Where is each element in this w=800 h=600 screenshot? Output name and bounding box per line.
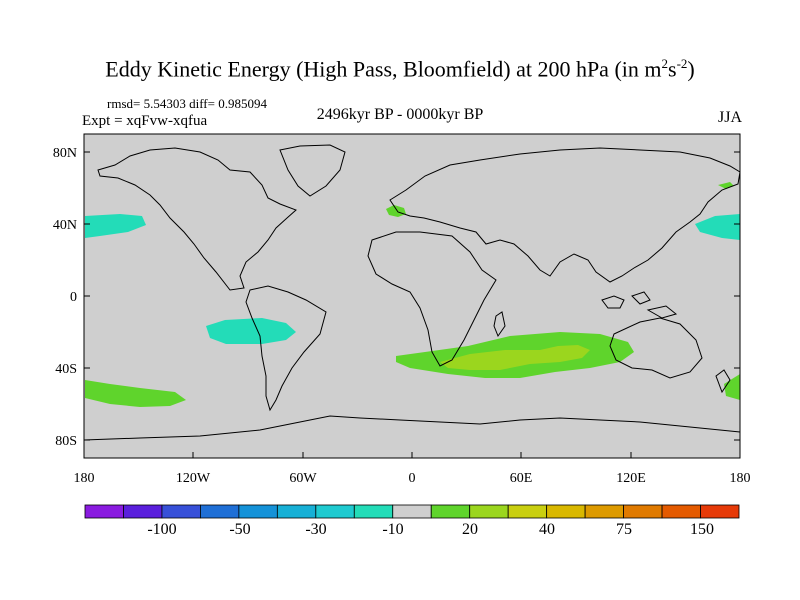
lon-label-60e: 60E (510, 471, 533, 486)
colorbar-swatch (507, 504, 548, 519)
lon-label-180e: 180 (730, 471, 751, 486)
lat-label-80n: 80N (53, 146, 77, 161)
anomaly-new-zealand (724, 374, 740, 400)
colorbar-swatch (200, 504, 240, 519)
colorbar-swatch (700, 504, 740, 519)
colorbar-swatch (276, 504, 317, 519)
lon-label-120w: 120W (176, 471, 211, 486)
colorbar-label-150: 150 (690, 521, 714, 538)
longitude-axis (83, 452, 741, 458)
lat-label-40s: 40S (55, 362, 77, 377)
colorbar-swatch (661, 504, 701, 519)
colorbar-label-neg30: -30 (305, 521, 326, 538)
colorbar-swatch (353, 504, 394, 519)
rmsd-diff-stats: rmsd= 5.54303 diff= 0.985094 (107, 96, 267, 111)
season-label: JJA (717, 109, 742, 126)
colorbar-label-neg10: -10 (382, 521, 403, 538)
lon-label-120e: 120E (616, 471, 646, 486)
colorbar-swatch (392, 504, 432, 519)
lat-label-40n: 40N (53, 218, 77, 233)
colorbar-swatch (123, 504, 163, 519)
chart-title: Eddy Kinetic Energy (High Pass, Bloomfie… (105, 56, 695, 82)
colorbar-swatch (623, 504, 663, 519)
colorbar-swatch (430, 504, 471, 519)
colorbar-swatch (584, 504, 624, 519)
colorbar-swatch (84, 504, 124, 519)
lon-label-60w: 60W (289, 471, 317, 486)
colorbar-swatch (546, 504, 586, 519)
anomaly-patches (85, 182, 740, 407)
colorbar-label-20: 20 (462, 521, 478, 538)
colorbar-label-neg50: -50 (229, 521, 250, 538)
anomaly-south-pacific (85, 380, 186, 407)
anomaly-southeast-pacific (206, 318, 296, 344)
anomaly-south-indian-strong (440, 345, 590, 370)
colorbar-swatch (161, 504, 201, 519)
latitude-axis (84, 151, 740, 441)
colorbar-label-40: 40 (539, 521, 555, 538)
colorbar-label-neg100: -100 (147, 521, 176, 538)
lat-label-0: 0 (70, 290, 77, 305)
experiment-label: Expt = xqFvw-xqfua (82, 113, 208, 129)
colorbar-label-75: 75 (616, 521, 632, 538)
anomaly-north-pacific-east (695, 214, 740, 240)
lon-label-0: 0 (409, 471, 416, 486)
lon-label-180w: 180 (74, 471, 95, 486)
anomaly-iberia (386, 205, 406, 217)
lat-label-80s: 80S (55, 434, 77, 449)
colorbar-swatch (315, 504, 355, 519)
period-label: 2496kyr BP - 0000kyr BP (316, 106, 484, 123)
colorbar-swatch (238, 504, 278, 519)
anomaly-north-pacific-west (85, 214, 146, 238)
colorbar (84, 504, 740, 519)
coastlines (83, 144, 741, 441)
colorbar-swatch (469, 504, 509, 519)
